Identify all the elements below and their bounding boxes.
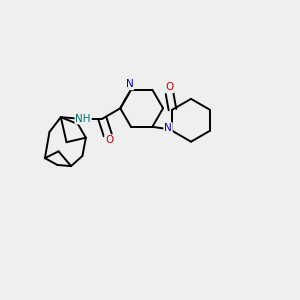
Text: NH: NH: [75, 114, 91, 124]
Text: O: O: [165, 82, 174, 92]
Text: O: O: [105, 135, 113, 146]
Text: N: N: [126, 80, 134, 89]
Text: N: N: [164, 123, 172, 133]
